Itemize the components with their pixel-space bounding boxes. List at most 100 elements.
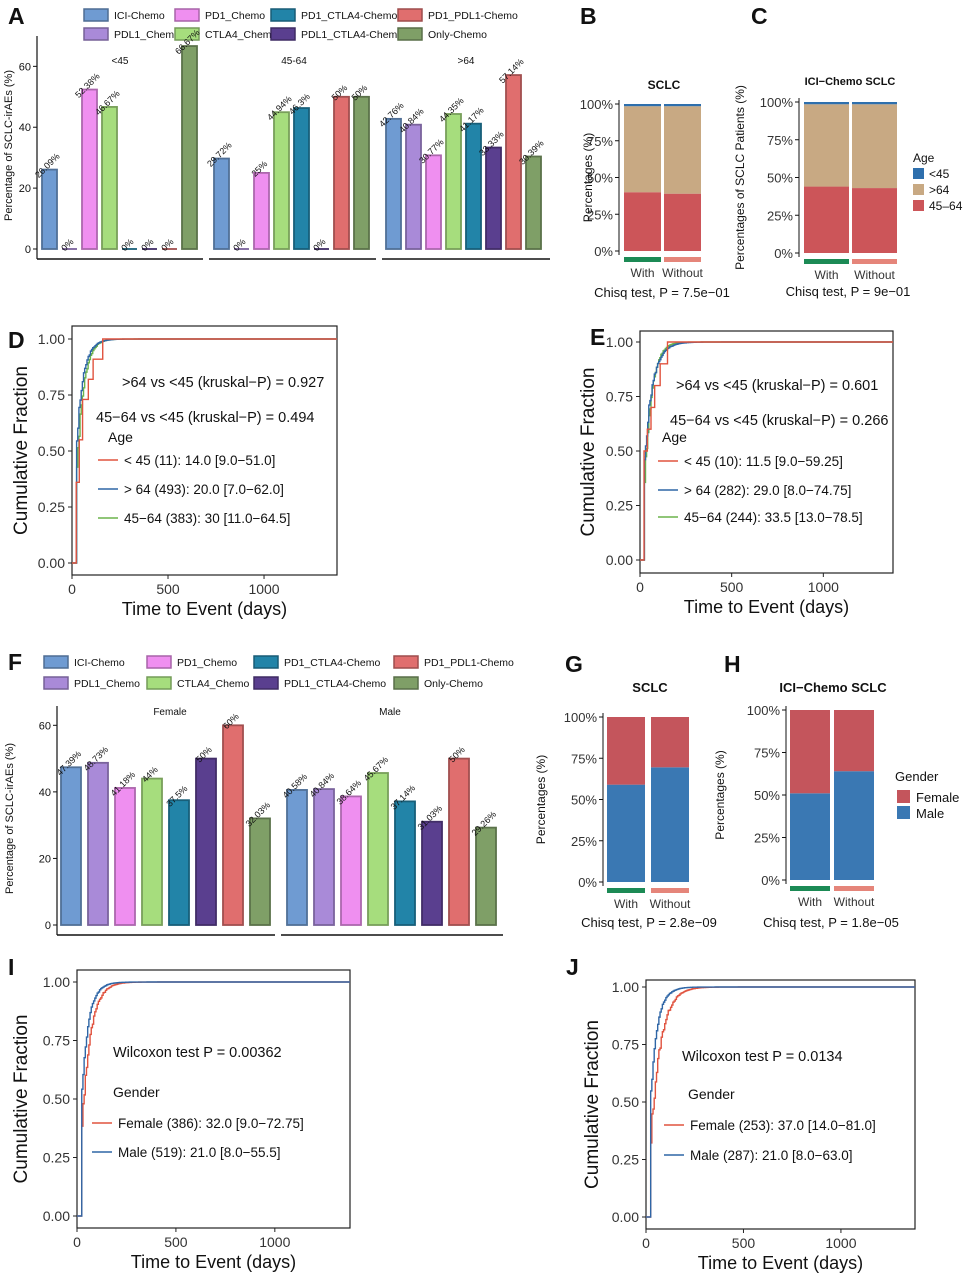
- stat-annotation: 45−64 vs <45 (kruskal−P) = 0.494: [96, 410, 314, 426]
- panel-label-g: G: [565, 651, 583, 677]
- bar: [254, 173, 269, 249]
- x-tick-label: 1000: [259, 1234, 290, 1250]
- group-color-bar: [852, 259, 897, 264]
- y-tick-label: 25%: [754, 831, 780, 846]
- legend-title: Age: [662, 429, 687, 445]
- legend-label: Female (386): 32.0 [9.0−72.75]: [118, 1116, 304, 1131]
- stacked-segment: [624, 192, 661, 251]
- legend-swatch: [394, 677, 418, 689]
- group-color-bar: [607, 888, 645, 893]
- y-tick-label: 0.50: [38, 443, 65, 459]
- stacked-segment: [624, 106, 661, 192]
- bar-value-label: 0%: [59, 237, 75, 253]
- bar: [395, 801, 415, 925]
- stacked-segment: [852, 102, 897, 104]
- legend-label: PD1_PDL1-Chemo: [428, 10, 518, 22]
- test-annotation: Chisq test, P = 7.5e−01: [594, 285, 730, 300]
- panel-label-d: D: [8, 327, 25, 353]
- x-tick-label: With: [798, 895, 822, 909]
- x-tick-label: 1000: [825, 1235, 856, 1251]
- stat-annotation: 45−64 vs <45 (kruskal−P) = 0.266: [670, 413, 888, 429]
- stacked-segment: [852, 188, 897, 253]
- y-axis-title: Percentages (%): [713, 750, 727, 839]
- bar-value-label: 0%: [159, 237, 175, 253]
- y-axis-title: Cumulative Fraction: [582, 1020, 603, 1189]
- y-tick-label: 0%: [578, 875, 597, 890]
- cdf-curve: [72, 339, 337, 563]
- y-tick-label: 0.75: [38, 387, 65, 403]
- group-color-bar: [790, 886, 830, 891]
- x-tick-label: 1000: [808, 579, 839, 595]
- y-tick-label: 1.00: [606, 334, 633, 350]
- bar-value-label: 0%: [231, 237, 247, 253]
- bar: [196, 759, 216, 925]
- group-color-bar: [624, 257, 661, 262]
- stacked-segment: [834, 771, 874, 880]
- panel-label-f: F: [8, 649, 22, 675]
- y-axis-title: Cumulative Fraction: [578, 368, 599, 537]
- stacked-segment: [624, 104, 661, 106]
- bar: [42, 170, 57, 249]
- y-tick-label: 75%: [754, 746, 780, 761]
- y-tick-label: 0: [45, 920, 51, 932]
- y-tick-label: 20: [39, 853, 51, 865]
- x-axis-title: Time to Event (days): [131, 1252, 296, 1272]
- chart-title: SCLC: [648, 78, 681, 92]
- legend-label: >64: [929, 183, 950, 197]
- stacked-segment: [852, 104, 897, 188]
- y-tick-label: 0.25: [38, 499, 65, 515]
- x-tick-label: Without: [834, 895, 875, 909]
- legend-label: 45−64 (244): 33.5 [13.0−78.5]: [684, 510, 863, 525]
- legend-swatch: [147, 656, 171, 668]
- legend-label: PD1_CTLA4-Chemo: [301, 10, 397, 22]
- bar: [466, 124, 481, 249]
- chart-title: ICI−Chemo SCLC: [805, 76, 896, 88]
- legend-swatch: [271, 9, 295, 21]
- legend-label: PD1_Chemo: [205, 10, 265, 22]
- y-tick-label: 0.00: [612, 1209, 639, 1225]
- group-label: Male: [379, 707, 401, 718]
- legend-label: > 64 (493): 20.0 [7.0−62.0]: [124, 482, 284, 497]
- legend-swatch: [84, 9, 108, 21]
- legend-label: PD1_PDL1-Chemo: [424, 657, 514, 669]
- legend-title: Gender: [113, 1084, 160, 1100]
- y-tick-label: 60: [39, 720, 51, 732]
- y-tick-label: 1.00: [43, 974, 70, 990]
- legend-label: PD1_CTLA4-Chemo: [284, 657, 380, 669]
- bar: [115, 788, 135, 925]
- stacked-segment: [607, 717, 645, 785]
- panel-label-e: E: [590, 324, 605, 350]
- y-tick-label: 50%: [754, 788, 780, 803]
- bar: [294, 108, 309, 249]
- y-axis-title: Cumulative Fraction: [11, 1015, 32, 1184]
- x-tick-label: Without: [662, 266, 703, 280]
- y-axis-title: Cumulative Fraction: [11, 366, 32, 535]
- bar: [486, 148, 501, 249]
- bar: [82, 90, 97, 249]
- y-tick-label: 1.00: [38, 331, 65, 347]
- legend-label: Male (287): 21.0 [8.0−63.0]: [690, 1148, 852, 1163]
- bar: [334, 97, 349, 249]
- stacked-segment: [804, 102, 849, 104]
- bar: [476, 828, 496, 925]
- y-tick-label: 0%: [594, 244, 613, 259]
- panel-label-j: J: [566, 954, 579, 980]
- x-tick-label: 500: [720, 579, 744, 595]
- legend-label: < 45 (10): 11.5 [9.0−59.25]: [684, 454, 843, 469]
- stacked-segment: [790, 793, 830, 880]
- legend-label: < 45 (11): 14.0 [9.0−51.0]: [124, 453, 275, 468]
- panel-label-c: C: [751, 3, 768, 29]
- legend-label: 45−64 (383): 30 [11.0−64.5]: [124, 511, 290, 526]
- legend-swatch: [84, 28, 108, 40]
- legend-label: Only-Chemo: [424, 678, 483, 690]
- legend-swatch: [897, 806, 910, 819]
- x-tick-label: 500: [732, 1235, 756, 1251]
- legend-label: Male: [916, 806, 944, 821]
- stacked-segment: [790, 710, 830, 793]
- y-axis-title: Percentages of SCLC Patients (%): [733, 85, 747, 270]
- x-tick-label: With: [815, 268, 839, 282]
- y-axis-title: Percentage of SCLC-irAEs (%): [3, 70, 15, 221]
- test-annotation: Chisq test, P = 2.8e−09: [581, 915, 717, 930]
- x-tick-label: 0: [68, 581, 76, 597]
- stacked-segment: [664, 104, 701, 106]
